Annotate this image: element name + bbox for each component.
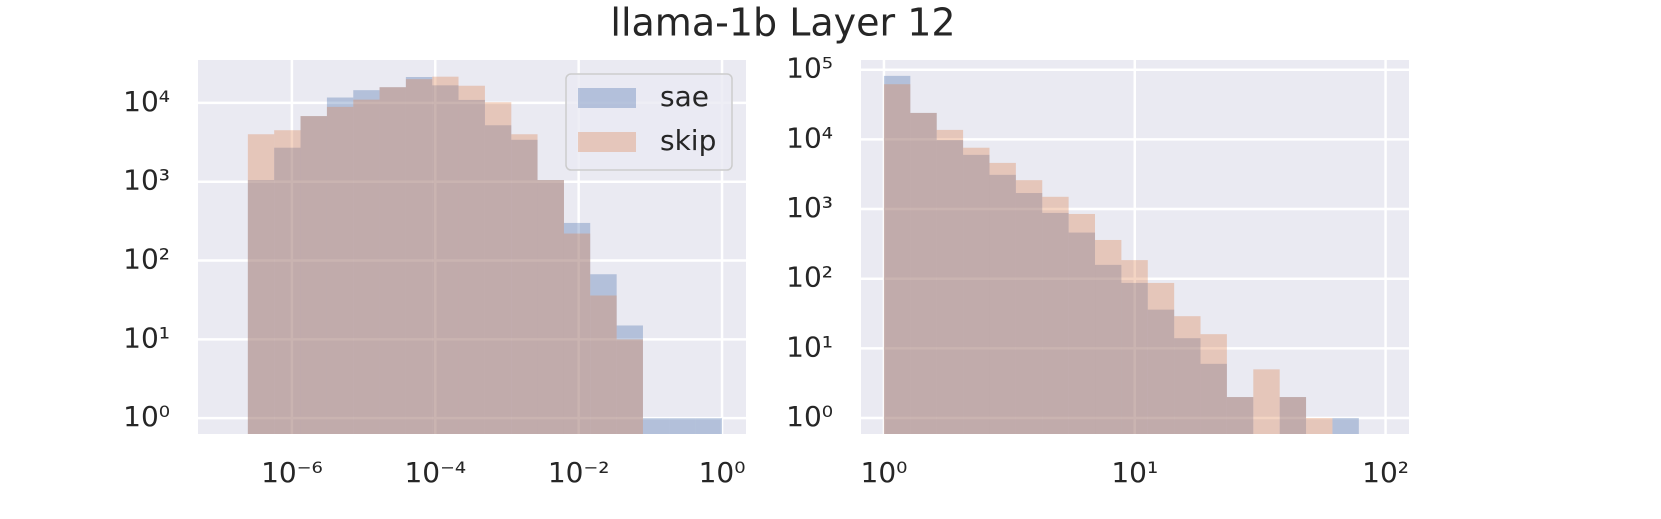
histogram-bar xyxy=(936,140,964,434)
histogram-bar xyxy=(883,75,911,435)
histogram-bar xyxy=(989,174,1016,435)
histogram-bar xyxy=(511,134,538,434)
histogram-bar xyxy=(511,139,538,435)
histogram-bar xyxy=(300,116,327,434)
histogram-bar xyxy=(484,102,512,435)
histogram-bar xyxy=(1068,213,1096,434)
x-tick-label: 10⁻⁴ xyxy=(404,456,466,489)
histogram-bar xyxy=(1121,282,1148,434)
histogram-bar xyxy=(1121,260,1148,434)
histogram-bar xyxy=(379,87,406,434)
histogram-bar xyxy=(1015,180,1043,434)
histogram-bar xyxy=(274,147,301,434)
histogram-bar xyxy=(1042,196,1069,434)
histogram-bar xyxy=(616,325,643,434)
histogram-bar xyxy=(353,99,380,435)
histogram-bar xyxy=(1042,212,1069,434)
y-tick-label: 10³ xyxy=(123,164,170,197)
histogram-bar xyxy=(379,87,406,434)
histogram-bar xyxy=(432,85,459,434)
histogram-bar xyxy=(695,418,723,434)
histogram-bar xyxy=(642,418,670,434)
histogram-bar xyxy=(458,99,485,435)
y-tick-label: 10⁴ xyxy=(123,85,170,118)
histogram-bar xyxy=(1306,418,1333,434)
histogram-bar xyxy=(590,274,617,434)
histogram-bar xyxy=(669,418,696,434)
histogram-bar xyxy=(537,180,564,434)
y-tick-label: 10¹ xyxy=(786,330,833,363)
histogram-bar xyxy=(1068,232,1096,434)
histogram-bar xyxy=(1147,282,1175,434)
histogram-bar xyxy=(590,295,617,434)
histogram-bar xyxy=(1226,397,1254,434)
legend-swatch xyxy=(578,132,636,152)
histogram-bar xyxy=(458,85,485,435)
y-tick-label: 10² xyxy=(123,243,170,276)
histogram-bar xyxy=(1332,418,1359,434)
histogram-bar xyxy=(432,76,459,434)
legend-swatch xyxy=(578,88,636,108)
x-tick-label: 10⁻² xyxy=(548,456,610,489)
x-tick-label: 10⁰ xyxy=(861,456,908,489)
histogram-bar xyxy=(1174,316,1201,434)
histogram-bar xyxy=(1279,397,1307,434)
histogram-bar xyxy=(537,180,564,434)
histogram-bar xyxy=(274,130,301,434)
y-tick-label: 10² xyxy=(786,261,833,294)
histogram-bar xyxy=(563,233,591,434)
histogram-bar xyxy=(883,84,911,434)
histogram-bar xyxy=(616,339,643,434)
y-tick-label: 10³ xyxy=(786,191,833,224)
histogram-bar xyxy=(1200,363,1227,434)
histogram-bar xyxy=(405,77,433,434)
histogram-bar xyxy=(910,112,937,435)
x-tick-label: 10⁻⁶ xyxy=(261,456,323,489)
y-tick-label: 10¹ xyxy=(123,321,170,354)
histogram-bar xyxy=(936,129,964,434)
y-tick-label: 10⁴ xyxy=(786,121,833,154)
y-tick-label: 10⁰ xyxy=(123,400,170,433)
histogram-bar xyxy=(1147,309,1175,434)
legend-label: sae xyxy=(660,80,709,113)
figure-title: llama-1b Layer 12 xyxy=(610,1,955,45)
histogram-bar xyxy=(1279,397,1307,434)
histogram-bar xyxy=(353,90,380,434)
histogram-bar xyxy=(247,180,275,434)
x-tick-label: 10⁰ xyxy=(699,456,746,489)
histogram-bar xyxy=(1095,239,1122,434)
histogram-bar xyxy=(1226,397,1254,434)
histogram-bar xyxy=(1095,264,1122,434)
histogram-bar xyxy=(1015,193,1043,434)
x-tick-label: 10¹ xyxy=(1111,456,1158,489)
y-tick-label: 10⁵ xyxy=(786,52,833,85)
y-tick-label: 10⁰ xyxy=(786,400,833,433)
histogram-bar xyxy=(326,97,354,434)
histogram-bar xyxy=(1253,369,1280,434)
histogram-bar xyxy=(1200,334,1227,434)
histogram-bar xyxy=(563,222,591,434)
histogram-bar xyxy=(963,147,990,434)
histogram-bar xyxy=(405,79,433,434)
histogram-bar xyxy=(1174,338,1201,434)
histogram-bar xyxy=(963,154,990,435)
histogram-bar xyxy=(910,112,937,435)
histogram-bar xyxy=(300,116,327,434)
histogram-bar xyxy=(989,162,1016,434)
x-tick-label: 10² xyxy=(1362,456,1409,489)
legend-label: skip xyxy=(660,124,716,157)
histogram-bar xyxy=(484,125,512,434)
histogram-bar xyxy=(326,106,354,435)
histogram-bar xyxy=(247,134,275,434)
legend-box xyxy=(565,73,733,171)
